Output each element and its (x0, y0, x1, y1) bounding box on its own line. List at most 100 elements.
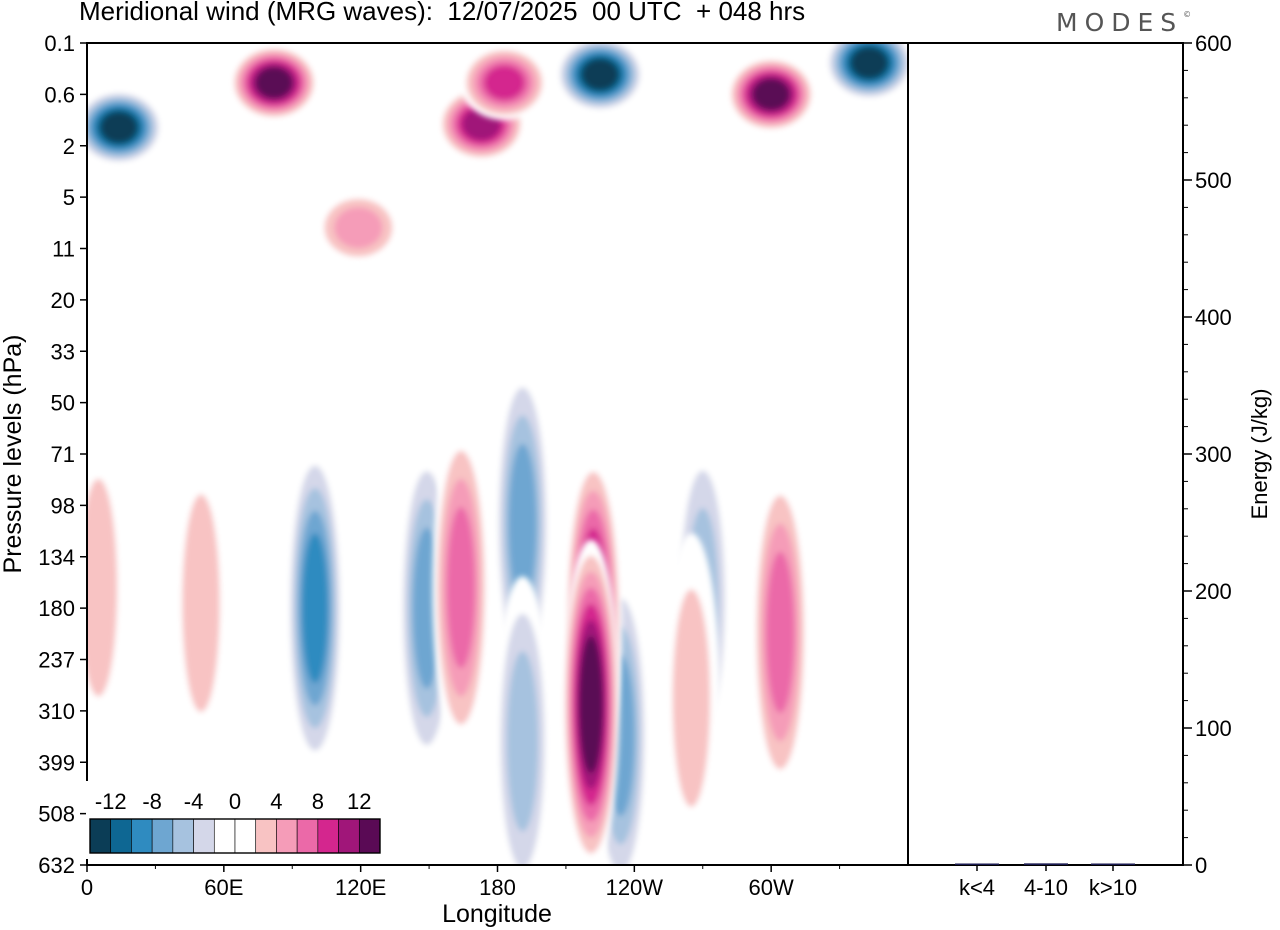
contour-level (581, 59, 619, 91)
wave-feature (562, 539, 620, 865)
colorbar-swatch (193, 818, 215, 854)
y-tick-label: 310 (38, 699, 75, 724)
energy-category-label: 4-10 (1024, 875, 1068, 900)
y-axis-title: Pressure levels (hPa) (0, 335, 27, 574)
y-tick-label: 50 (51, 391, 75, 416)
wave-feature (230, 45, 319, 121)
colorbar-label: 8 (312, 789, 324, 814)
wave-feature (286, 443, 344, 774)
y-tick-label: 98 (51, 493, 75, 518)
chart-title: Meridional wind (MRG waves): 12/07/2025 … (79, 0, 806, 26)
x-tick-label: 120E (335, 875, 386, 900)
y-tick-label: 399 (38, 750, 75, 775)
y-tick-label: 134 (38, 545, 75, 570)
wave-feature (460, 45, 549, 121)
energy-bar (1091, 863, 1135, 865)
colorbar-swatch (131, 818, 153, 854)
y-tick-label: 11 (52, 237, 75, 262)
x-tick-label: 120W (606, 875, 664, 900)
colorbar-label: -8 (142, 789, 162, 814)
wave-feature (556, 43, 645, 112)
colorbar-swatch (234, 818, 257, 854)
contour-level (255, 67, 293, 99)
colorbar-swatch (172, 818, 194, 854)
colorbar-label: 12 (347, 789, 371, 814)
energy-tick-label: 600 (1195, 31, 1232, 56)
colorbar-label: 0 (229, 789, 241, 814)
wave-feature (432, 422, 490, 753)
energy-axis-title: Energy (J/kg) (1247, 389, 1272, 520)
contour-level (506, 651, 539, 832)
colorbar-swatch (89, 818, 112, 854)
contour-level (672, 589, 711, 807)
x-tick-label: 0 (81, 875, 93, 900)
contour-level (579, 636, 603, 774)
x-tick-label: 60W (749, 875, 794, 900)
contour-field (87, 43, 908, 865)
energy-bar (1024, 863, 1068, 865)
colorbar-swatch (255, 818, 277, 854)
energy-tick-label: 500 (1195, 168, 1232, 193)
wave-feature (727, 56, 816, 132)
colorbar-swatch (317, 818, 339, 854)
colorbar-label: -4 (184, 789, 204, 814)
contour-level (766, 551, 795, 714)
colorbar-swatch (338, 818, 360, 854)
y-tick-label: 0.6 (44, 82, 75, 107)
y-tick-label: 20 (51, 288, 75, 313)
contour-level (302, 533, 329, 684)
contour-level (334, 207, 383, 249)
energy-category-label: k>10 (1089, 875, 1137, 900)
y-tick-label: 2 (63, 134, 75, 159)
energy-tick-label: 200 (1195, 579, 1232, 604)
wave-feature (172, 438, 230, 769)
colorbar-border (89, 818, 381, 854)
colorbar-swatch (358, 818, 381, 854)
colorbar-swatch (276, 818, 298, 854)
wave-feature (314, 190, 403, 266)
contour-level (100, 111, 138, 143)
colorbar-swatch (296, 818, 319, 854)
contour-level (447, 507, 476, 669)
energy-tick-label: 400 (1195, 305, 1232, 330)
colorbar-label: 4 (270, 789, 282, 814)
wave-feature (493, 576, 552, 865)
contour-level (508, 443, 537, 605)
logo-text: MODES (1056, 8, 1184, 37)
y-tick-label: 632 (38, 853, 75, 878)
y-tick-label: 237 (38, 648, 75, 673)
energy-tick-label: 100 (1195, 716, 1232, 741)
y-tick-label: 33 (51, 339, 75, 364)
contour-level (87, 478, 118, 697)
wave-feature (751, 467, 809, 798)
y-tick-label: 0.1 (44, 31, 75, 56)
copyright-mark: © (1183, 10, 1192, 19)
pressure-axis: 0.1 0.6 2 5 11 20 33 50 71 98 134 180 237 310 399 508 63… (0, 31, 87, 878)
longitude-axis: 0 60E 120E 180 120W 60W Longitude (81, 865, 841, 928)
colorbar: -12 -8 -4 0 4 8 12 (86, 781, 384, 859)
energy-tick-label: 0 (1195, 853, 1207, 878)
energy-bar (955, 863, 999, 865)
y-tick-label: 71 (51, 442, 75, 467)
colorbar-swatch (110, 818, 132, 854)
colorbar-label: -12 (95, 789, 127, 814)
modes-logo: MODES© (1056, 8, 1191, 37)
energy-tick-label: 300 (1195, 442, 1232, 467)
colorbar-swatch (213, 818, 236, 854)
energy-bar-panel: 0 100 200 300 400 500 600 Energy (J/kg) k<4 4-10 k… (907, 31, 1272, 900)
wave-feature (87, 89, 163, 165)
x-axis-title: Longitude (442, 900, 552, 928)
y-tick-label: 180 (38, 596, 75, 621)
wave-feature (87, 422, 127, 753)
x-tick-label: 180 (479, 875, 516, 900)
colorbar-swatch (151, 818, 174, 854)
y-tick-label: 5 (63, 185, 75, 210)
y-tick-label: 508 (38, 802, 75, 827)
wave-feature (662, 533, 720, 864)
contour-level (182, 494, 220, 713)
contour-level (752, 78, 790, 110)
contour-level (850, 47, 888, 79)
wave-feature (825, 43, 908, 101)
x-tick-label: 60E (204, 875, 243, 900)
